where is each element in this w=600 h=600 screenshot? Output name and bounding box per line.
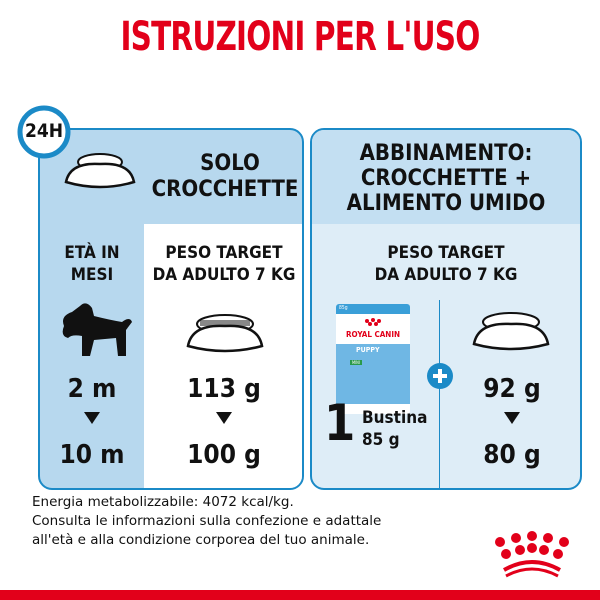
combined-dry-start: 92 g [483, 374, 541, 404]
clock-24h-icon [17, 105, 71, 159]
kibble-bowl-icon [186, 314, 264, 353]
weight-label-2: DA ADULTO 7 KG [374, 265, 518, 285]
pouch-variant: MINI [350, 360, 362, 365]
pouch-weight: 85 g [362, 430, 400, 450]
energy-note: Energia metabolizzabile: 4072 kcal/kg. [32, 494, 294, 510]
pouch-unit: Bustina [362, 408, 428, 428]
dry-only-panel: SOLO CROCCHETTE ETÀ IN MESI PESO TARGET … [38, 128, 304, 490]
dry-heading-2: CROCCHETTE [151, 177, 299, 202]
dry-end: 100 g [187, 440, 261, 470]
age-end: 10 m [59, 440, 125, 470]
plus-icon [427, 363, 453, 389]
combined-heading-3: ALIMENTO UMIDO [346, 191, 546, 216]
pouch-brand: ROYAL CANIN [345, 330, 401, 339]
weight-label-1: PESO TARGET [165, 243, 283, 263]
clock-label: 24H [24, 120, 64, 142]
combined-panel: ABBINAMENTO: CROCCHETTE + ALIMENTO UMIDO… [310, 128, 582, 490]
kibble-bowl-icon [64, 153, 136, 189]
dry-amount-column [144, 224, 302, 488]
footer-notes: Energia metabolizzabile: 4072 kcal/kg. C… [32, 493, 381, 550]
puppy-icon [62, 303, 132, 356]
pouch-size: 85g [339, 305, 348, 311]
brand-bar [0, 590, 600, 600]
combined-heading-1: ABBINAMENTO: [359, 141, 533, 166]
wet-food-pouch: 85g ROYAL CANIN PUPPY MINI [336, 304, 410, 414]
arrow-down-icon [84, 412, 100, 424]
royal-canin-crown-logo [495, 531, 569, 578]
advice-note-1: Consulta le informazioni sulla confezion… [32, 513, 382, 529]
weight-label-2: DA ADULTO 7 KG [152, 265, 296, 285]
dry-start: 113 g [187, 374, 261, 404]
age-start: 2 m [67, 374, 117, 404]
combined-header [312, 130, 580, 224]
advice-note-2: all'età e alla condizione corporea del t… [32, 532, 370, 548]
pouch-count: 1 [324, 394, 356, 452]
arrow-down-icon [216, 412, 232, 424]
crown-logo-icon [365, 318, 381, 326]
divider [439, 300, 440, 488]
age-label-2: MESI [70, 265, 114, 285]
combined-dry-end: 80 g [483, 440, 541, 470]
kibble-bowl-icon [472, 312, 550, 351]
arrow-down-icon [504, 412, 520, 424]
combined-heading-2: CROCCHETTE + [360, 166, 532, 191]
dry-heading-1: SOLO [200, 151, 260, 176]
pouch-product: PUPPY [356, 346, 380, 354]
page-title: ISTRUZIONI PER L'USO [120, 14, 481, 60]
weight-label-1: PESO TARGET [387, 243, 505, 263]
age-label-1: ETÀ IN [64, 243, 120, 263]
